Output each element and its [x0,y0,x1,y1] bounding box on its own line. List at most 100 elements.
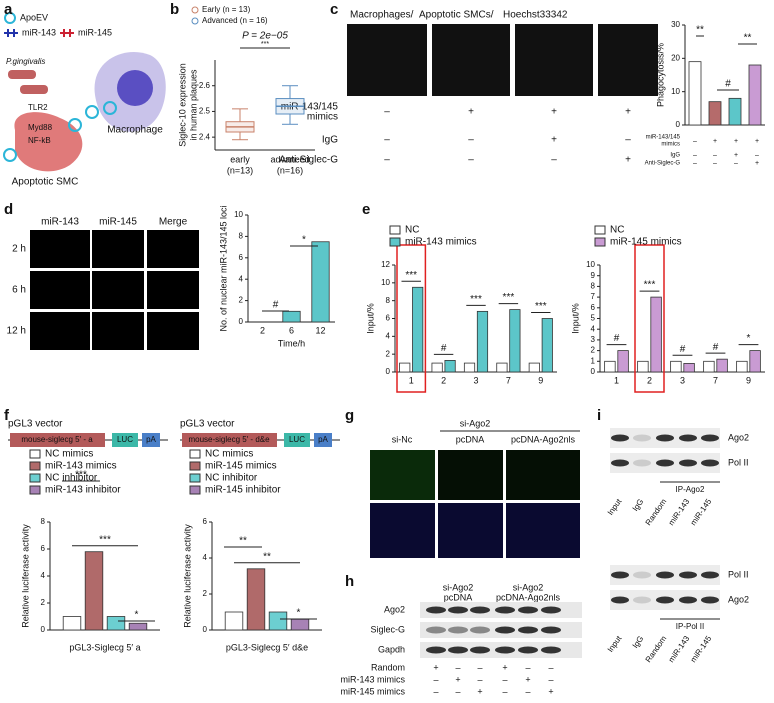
legend-text: Advanced (n = 16) [202,16,268,25]
image [92,230,144,268]
band [518,606,538,614]
x-tick-note: (n=16) [277,165,303,175]
legend-swatch [29,473,41,483]
label: pcDNA-Ago2nls [496,592,561,602]
label: + [755,160,759,167]
label: Siglec-G [370,624,405,634]
x-tick-label: 7 [506,375,511,385]
subtitle: P = 2e−05 [242,31,288,42]
band [656,459,674,467]
band [470,606,490,614]
y-tick-label: 2.6 [199,81,211,90]
y-tick-label: 2 [386,349,391,358]
sig-label: * [297,608,301,619]
y-label: Relative luciferase activity [20,524,30,628]
band [679,459,697,467]
bar [412,286,424,373]
label: IgG [322,135,338,146]
label: – [625,135,631,146]
band [633,459,651,467]
label: pA [318,435,328,444]
band [633,571,651,579]
y-tick-label: 12 [381,260,390,269]
image [147,230,199,268]
label: 6 h [12,285,26,296]
legend-swatch [29,461,41,471]
label: si-Nc [392,434,413,444]
sig-label: *** [644,280,656,291]
y-tick-label: 4 [239,274,244,283]
label: pA [146,435,156,444]
band [495,606,515,614]
x-tick-label: 9 [538,375,543,385]
label: – [755,152,759,159]
insert-box [10,433,105,447]
image [147,271,199,309]
sig-label: # [614,333,620,344]
label: 12 h [7,326,26,337]
label: miR-145 [99,217,137,228]
label: – [734,160,738,167]
label: + [625,155,631,166]
legend-swatch [594,237,606,247]
sig-label: * [747,333,751,344]
sig-label: # [713,342,719,353]
label: Random [371,662,405,672]
y-label: Input/% [365,303,375,334]
bar [106,616,126,631]
sig-label: *** [470,294,482,305]
y-label: Phagocytosis/% [655,43,665,107]
panel-letter: a [4,1,13,18]
bar [496,362,508,373]
bar [84,551,104,631]
y-tick-label: 2 [591,346,596,355]
y-tick-label: 8 [591,282,596,291]
band [656,596,674,604]
label: – [551,155,557,166]
label: miR-145 mimics [340,686,405,696]
x-tick-label: advanced [270,154,309,164]
label: + [477,686,482,696]
band [541,646,561,654]
image [432,24,510,96]
bar [541,318,553,373]
x-tick-label: pGL3-Siglecg 5′ a [69,642,140,652]
label: IgG [631,634,646,650]
y-tick-label: 8 [386,296,391,305]
label: Ago2 [728,594,749,604]
band [611,571,629,579]
image [30,271,90,309]
label: – [548,662,553,672]
bar [683,363,695,373]
band [426,646,446,654]
sig-label: * [302,235,306,246]
image [370,503,435,558]
label: – [384,107,390,118]
highlight [396,244,427,393]
legend-swatch [189,449,201,459]
y-tick-label: 2.5 [199,107,211,116]
y-tick-label: 30 [671,20,680,29]
label: Apoptotic SMCs/ [419,10,494,21]
label: mouse-siglecg 5′ - d&e [188,435,270,444]
x-tick-label: 12 [315,325,325,335]
bar [282,310,301,323]
micrographs [30,24,658,558]
y-tick-label: 8 [41,517,46,526]
label: mimics [307,112,338,123]
panel-letter: i [597,407,601,424]
smc-shape [14,112,83,172]
highlight [634,244,665,393]
sig-label: ** [696,25,704,36]
label: – [477,674,482,684]
label: Input [606,497,624,517]
label: miR-143/145 [646,135,681,141]
y-tick-label: 9 [591,271,596,280]
image [438,503,503,558]
label: mimics [661,142,680,148]
label: TLR2 [28,103,48,112]
band [701,434,719,442]
y-label: Input/% [570,303,580,334]
nucleus [117,70,153,106]
y-tick-label: 4 [203,553,208,562]
